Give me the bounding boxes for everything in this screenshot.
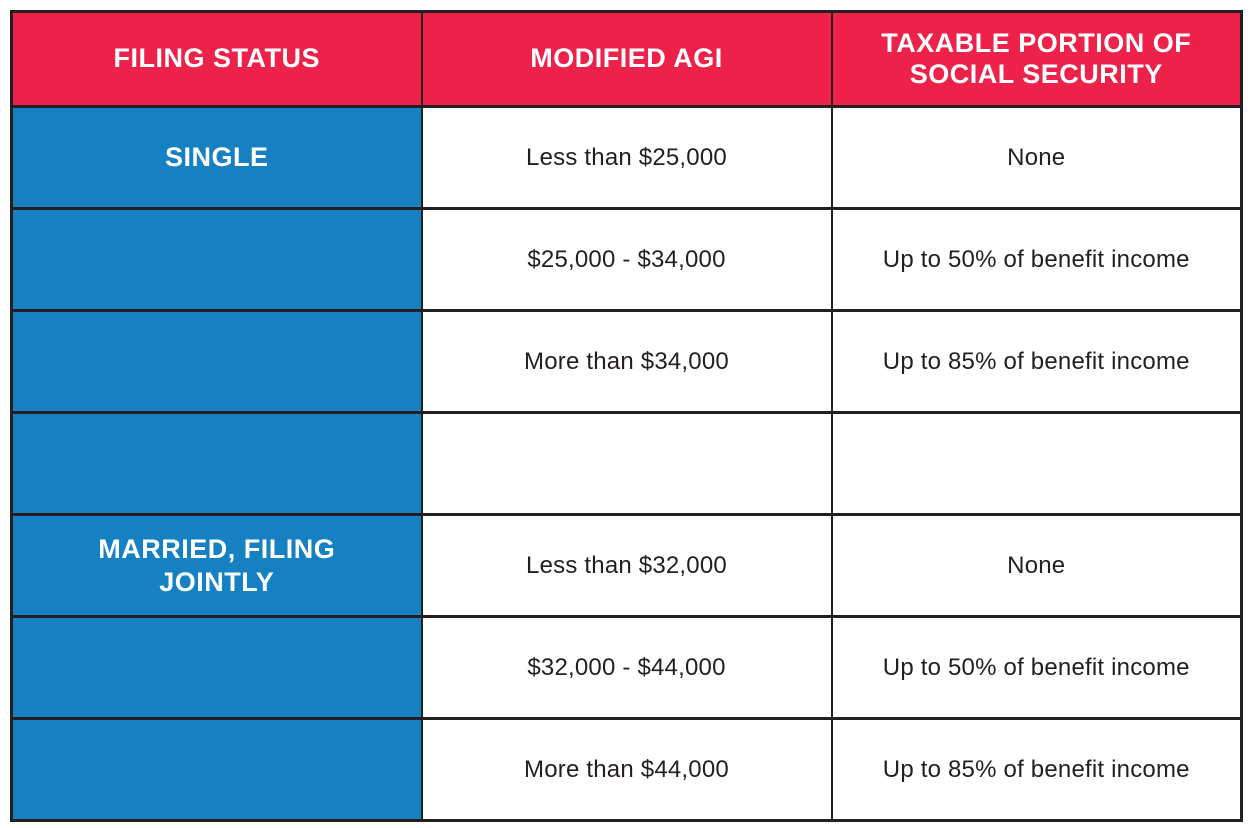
filing-status-label: MARRIED, FILING JOINTLY: [98, 534, 336, 597]
filing-status-cell: [10, 717, 423, 822]
filing-status-cell: SINGLE: [10, 105, 423, 210]
table-row: More than $44,000 Up to 85% of benefit i…: [10, 717, 1243, 822]
table-row: MARRIED, FILING JOINTLY Less than $32,00…: [10, 513, 1243, 618]
filing-status-label: SINGLE: [164, 142, 269, 173]
modified-agi-cell: [420, 411, 833, 516]
modified-agi-cell: $32,000 - $44,000: [420, 615, 833, 720]
header-label: TAXABLE PORTION OF SOCIAL SECURITY: [881, 27, 1192, 89]
taxable-portion-cell: Up to 50% of benefit income: [830, 615, 1243, 720]
table-row: $25,000 - $34,000 Up to 50% of benefit i…: [10, 207, 1243, 312]
modified-agi-cell: More than $34,000: [420, 309, 833, 414]
taxable-portion-cell: Up to 50% of benefit income: [830, 207, 1243, 312]
table-row: SINGLE Less than $25,000 None: [10, 105, 1243, 210]
header-label: FILING STATUS: [113, 43, 320, 74]
filing-status-cell: [10, 615, 423, 720]
taxable-portion-cell: Up to 85% of benefit income: [830, 309, 1243, 414]
filing-status-cell: MARRIED, FILING JOINTLY: [10, 513, 423, 618]
social-security-tax-table: FILING STATUS MODIFIED AGI TAXABLE PORTI…: [10, 10, 1243, 822]
taxable-portion-cell: [830, 411, 1243, 516]
table-row: [10, 411, 1243, 516]
table-row: $32,000 - $44,000 Up to 50% of benefit i…: [10, 615, 1243, 720]
header-cell-taxable-portion: TAXABLE PORTION OF SOCIAL SECURITY: [830, 10, 1243, 108]
header-label: MODIFIED AGI: [530, 43, 723, 74]
header-cell-filing-status: FILING STATUS: [10, 10, 423, 108]
modified-agi-cell: Less than $32,000: [420, 513, 833, 618]
modified-agi-cell: Less than $25,000: [420, 105, 833, 210]
filing-status-cell: [10, 411, 423, 516]
modified-agi-cell: More than $44,000: [420, 717, 833, 822]
taxable-portion-cell: None: [830, 513, 1243, 618]
table-header-row: FILING STATUS MODIFIED AGI TAXABLE PORTI…: [10, 10, 1243, 108]
table-row: More than $34,000 Up to 85% of benefit i…: [10, 309, 1243, 414]
modified-agi-cell: $25,000 - $34,000: [420, 207, 833, 312]
header-cell-modified-agi: MODIFIED AGI: [420, 10, 833, 108]
taxable-portion-cell: None: [830, 105, 1243, 210]
taxable-portion-cell: Up to 85% of benefit income: [830, 717, 1243, 822]
filing-status-cell: [10, 207, 423, 312]
filing-status-cell: [10, 309, 423, 414]
